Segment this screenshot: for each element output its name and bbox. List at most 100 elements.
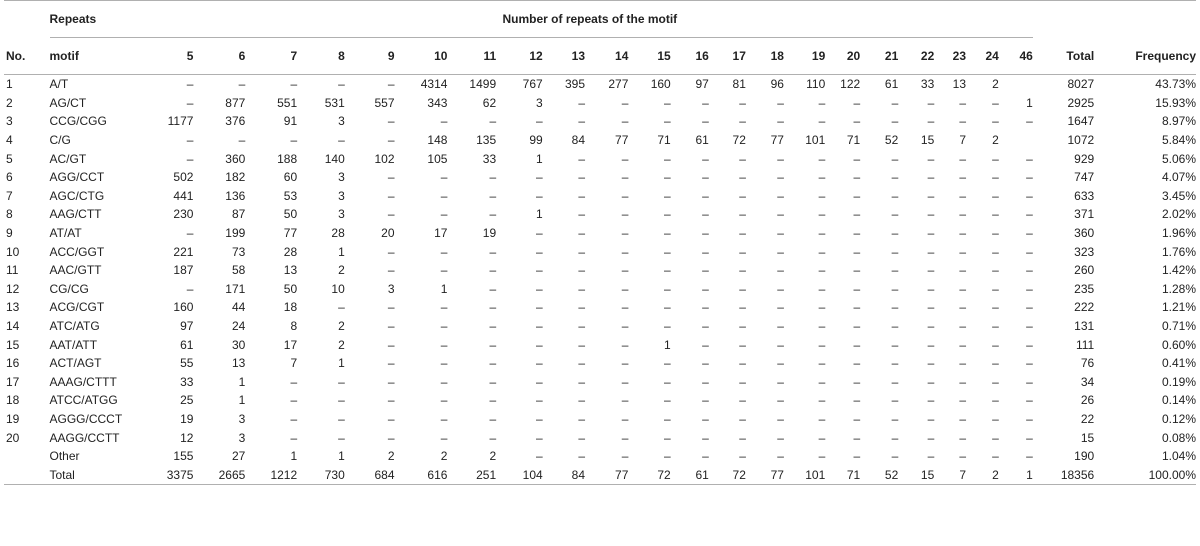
total-cell: 929 — [1074, 151, 1095, 166]
count-cell-21: 52 — [884, 467, 899, 482]
row-number: 11 — [6, 263, 19, 278]
count-cell-24: – — [992, 300, 999, 315]
frequency-cell: 0.08% — [1161, 430, 1196, 445]
count-cell-17: – — [739, 170, 746, 185]
count-cell-8: – — [338, 300, 345, 315]
count-cell-11: – — [489, 319, 497, 334]
count-cell-19: – — [818, 244, 826, 259]
count-cell-11: 2 — [489, 449, 497, 464]
motif-cell: AAGG/CCTT — [49, 430, 120, 445]
total-cell: 190 — [1074, 449, 1095, 464]
count-cell-6: 136 — [225, 188, 246, 203]
count-cell-23: – — [959, 226, 966, 241]
count-cell-11: – — [489, 281, 497, 296]
count-cell-13: – — [578, 207, 586, 222]
count-cell-15: 71 — [657, 133, 671, 148]
count-cell-11: 62 — [482, 95, 497, 110]
count-cell-22: 15 — [920, 467, 935, 482]
count-cell-19: – — [818, 188, 826, 203]
count-cell-46: – — [1026, 207, 1033, 222]
total-cell: 22 — [1080, 411, 1095, 426]
count-cell-23: – — [959, 263, 966, 278]
total-cell: 360 — [1074, 226, 1095, 241]
count-cell-14: – — [621, 226, 629, 241]
motif-cell: AGG/CCT — [49, 170, 105, 185]
count-cell-21: – — [891, 244, 899, 259]
count-cell-17: – — [739, 319, 746, 334]
count-cell-14: – — [621, 337, 629, 352]
count-cell-21: – — [891, 374, 899, 389]
total-cell: 18356 — [1060, 467, 1095, 482]
count-cell-19: – — [818, 226, 826, 241]
count-cell-13: – — [578, 244, 586, 259]
count-cell-6: 376 — [225, 114, 246, 129]
count-cell-15: – — [664, 300, 671, 315]
row-number: 9 — [6, 226, 13, 241]
count-cell-15: – — [664, 244, 671, 259]
row-number: 18 — [6, 393, 20, 408]
table-row: 20 AAGG/CCTT 12 3 – – – – – – – – – – – – – – – – – – – 15 0.08% — [4, 428, 1196, 447]
count-cell-15: – — [664, 393, 671, 408]
count-cell-18: – — [777, 95, 784, 110]
count-cell-14: – — [621, 114, 629, 129]
count-cell-15: – — [664, 374, 671, 389]
table-row: 2 AG/CT – 877 551 531 557 343 62 3 – – – – – – – – – – – – 1 29… — [4, 94, 1196, 113]
count-cell-21: – — [891, 207, 899, 222]
count-cell-21: – — [891, 300, 899, 315]
table-row: 11 AAC/GTT 187 58 13 2 – – – – – – – – – – – – – – – – – 260 1.4… — [4, 261, 1196, 280]
count-cell-11: 33 — [482, 151, 497, 166]
count-cell-7: 1 — [290, 449, 298, 464]
count-cell-15: – — [664, 411, 671, 426]
count-cell-19: – — [818, 114, 826, 129]
count-cell-12: – — [536, 300, 543, 315]
frequency-cell: 0.19% — [1161, 374, 1196, 389]
count-cell-8: – — [338, 393, 345, 408]
count-cell-7: 1212 — [270, 467, 298, 482]
count-cell-20: – — [853, 263, 861, 278]
frequency-cell: 1.42% — [1161, 263, 1196, 278]
count-cell-21: – — [891, 411, 899, 426]
count-cell-24: – — [992, 244, 999, 259]
count-cell-16: – — [702, 170, 709, 185]
count-cell-7: 53 — [283, 188, 298, 203]
count-cell-46: – — [1026, 449, 1033, 464]
count-cell-15: – — [664, 207, 671, 222]
count-cell-17: – — [739, 411, 746, 426]
header-count-6: 6 — [238, 49, 246, 63]
count-cell-10: – — [440, 411, 448, 426]
count-cell-24: – — [992, 114, 999, 129]
count-cell-10: 1 — [440, 281, 448, 296]
count-cell-19: – — [818, 356, 826, 371]
total-cell: 747 — [1074, 170, 1095, 185]
count-cell-19: – — [818, 430, 826, 445]
frequency-cell: 0.41% — [1161, 356, 1196, 371]
count-cell-19: – — [818, 337, 826, 352]
header-total: Total — [1066, 48, 1095, 63]
count-cell-16: – — [702, 151, 709, 166]
header-count-46: 46 — [1019, 49, 1033, 63]
count-cell-7: 50 — [283, 207, 298, 222]
count-cell-23: – — [959, 281, 966, 296]
count-cell-11: – — [489, 393, 497, 408]
count-cell-46: – — [1026, 300, 1033, 315]
frequency-cell: 43.73% — [1155, 77, 1196, 92]
count-cell-13: – — [578, 393, 586, 408]
count-cell-5: – — [186, 95, 194, 110]
count-cell-22: – — [927, 244, 935, 259]
header-no: No. — [6, 48, 26, 63]
count-cell-7: 17 — [283, 337, 298, 352]
count-cell-7: 60 — [283, 170, 298, 185]
count-cell-19: – — [818, 300, 826, 315]
count-cell-23: – — [959, 337, 966, 352]
count-cell-11: – — [489, 188, 497, 203]
count-cell-14: 77 — [615, 133, 629, 148]
motif-cell: C/G — [49, 133, 71, 148]
count-cell-20: 71 — [846, 467, 861, 482]
count-cell-5: 502 — [173, 170, 194, 185]
count-cell-21: – — [891, 356, 899, 371]
row-number: 14 — [6, 319, 20, 334]
count-cell-8: 531 — [324, 95, 345, 110]
count-cell-13: – — [578, 449, 586, 464]
count-cell-14: – — [621, 95, 629, 110]
count-cell-17: – — [739, 449, 746, 464]
